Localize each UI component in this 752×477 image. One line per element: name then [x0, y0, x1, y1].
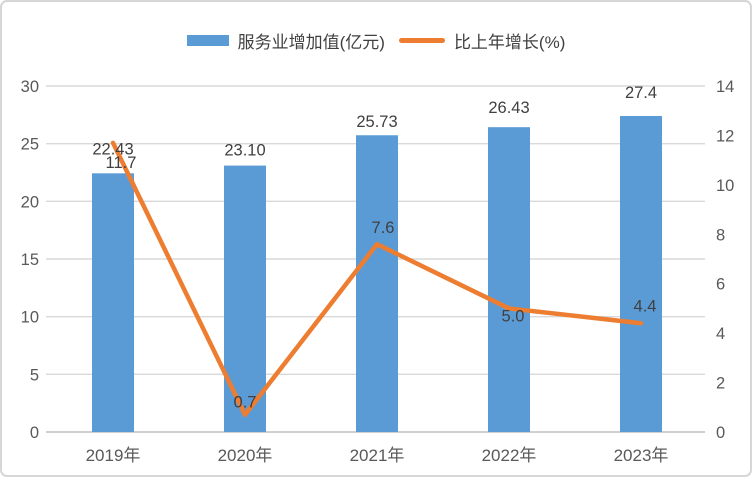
line-value-label: 5.0: [502, 307, 525, 325]
x-axis-label: 2019年: [86, 446, 141, 465]
x-axis-label: 2022年: [482, 446, 537, 465]
line-value-label: 7.6: [372, 219, 395, 237]
x-axis-label: 2021年: [350, 446, 405, 465]
x-axis-label: 2023年: [614, 446, 669, 465]
chart-legend: 服务业增加值(亿元) 比上年增长(%): [2, 28, 750, 53]
left-axis-tick-label: 20: [21, 193, 39, 211]
line-series-swatch: [398, 38, 445, 43]
bar-value-label: 25.73: [356, 113, 397, 131]
right-axis-tick-label: 0: [716, 424, 725, 442]
growth-line: [110, 140, 644, 417]
bar-2023年: [620, 115, 662, 432]
right-axis-tick-label: 10: [716, 177, 734, 195]
line-value-label: 4.4: [634, 297, 657, 315]
bar-2021年: [356, 135, 398, 433]
left-axis-tick-label: 25: [21, 136, 39, 154]
bar-series-swatch: [186, 35, 229, 46]
left-axis-tick-label: 10: [21, 309, 39, 327]
line-value-label: 0.7: [234, 394, 257, 412]
left-axis-tick-label: 0: [30, 424, 39, 442]
x-axis-label: 2020年: [218, 446, 273, 465]
legend-item-line-series: 比上年增长(%): [398, 28, 566, 53]
right-axis-tick-label: 4: [716, 325, 725, 343]
right-axis-tick-label: 12: [716, 127, 734, 145]
left-axis-tick-label: 15: [21, 251, 39, 269]
bar-value-label: 27.4: [625, 84, 657, 102]
bar-value-label: 23.10: [224, 142, 265, 160]
bar-series-label: 服务业增加值(亿元): [237, 33, 385, 52]
legend-item-bar-series: 服务业增加值(亿元): [186, 28, 385, 53]
bar-2019年: [92, 173, 134, 433]
right-axis-tick-label: 8: [716, 226, 725, 244]
bar-2022年: [488, 127, 530, 432]
bar-value-label: 26.43: [488, 99, 529, 117]
bar-value-label: 22.43: [92, 140, 133, 158]
line-series-label: 比上年增长(%): [453, 33, 566, 52]
line-value-label: 11.7: [106, 154, 137, 172]
right-axis-tick-label: 6: [716, 276, 725, 294]
right-axis-tick-label: 2: [716, 375, 725, 393]
left-axis-tick-label: 5: [30, 366, 39, 384]
right-axis-tick-label: 14: [716, 78, 734, 96]
left-axis-tick-label: 30: [21, 78, 39, 96]
